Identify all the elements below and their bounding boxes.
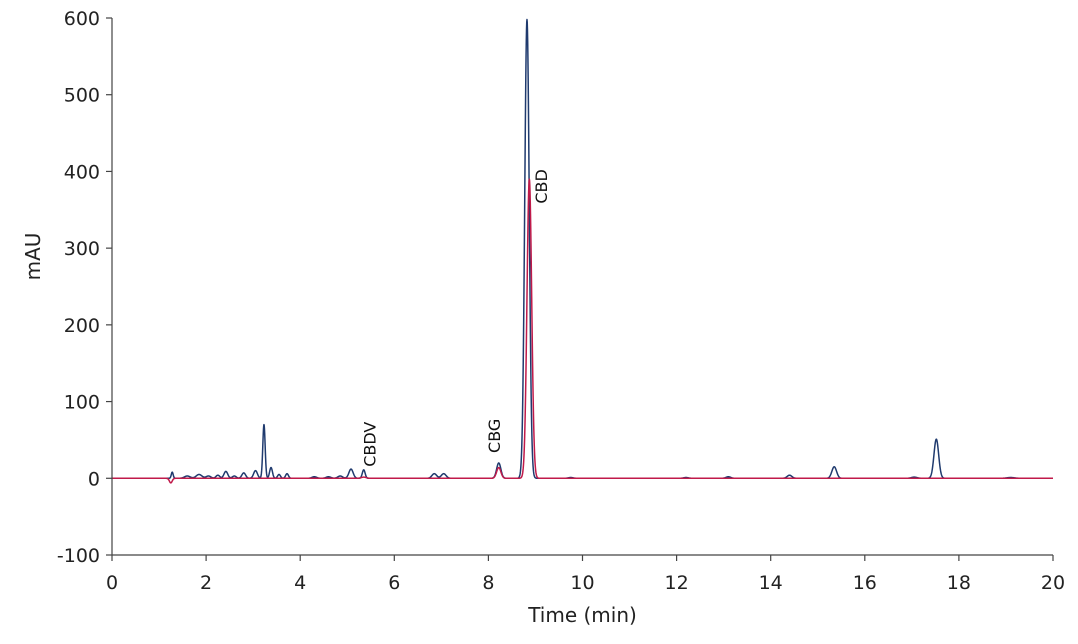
x-tick-label: 18	[947, 572, 971, 594]
y-tick-label: 500	[64, 85, 100, 107]
x-tick-label: 8	[482, 572, 494, 594]
x-tick-label: 12	[665, 572, 689, 594]
plot-lines	[111, 18, 1054, 484]
x-tick-label: 6	[388, 572, 400, 594]
x-tick-label: 10	[570, 572, 594, 594]
y-tick-label: -100	[57, 545, 100, 567]
peak-label-cbg: CBG	[485, 419, 504, 453]
y-tick-label: 300	[64, 238, 100, 260]
y-axis-ticks: -100 0 100 200 300 400 500 600	[57, 8, 112, 567]
x-tick-label: 2	[200, 572, 212, 594]
peak-label-cbdv: CBDV	[360, 422, 379, 467]
series-line-2	[111, 178, 1054, 484]
y-tick-label: 0	[88, 468, 100, 490]
x-axis-title: Time (min)	[527, 603, 637, 627]
x-tick-label: 20	[1041, 572, 1065, 594]
x-axis-ticks: 0 2 4 6 8 10 12 14 16 18 20	[106, 555, 1065, 594]
x-tick-label: 0	[106, 572, 118, 594]
peak-label-cbd: CBD	[532, 169, 551, 203]
x-tick-label: 16	[853, 572, 877, 594]
peak-annotations: CBDV CBG CBD	[360, 169, 551, 467]
x-tick-label: 14	[759, 572, 783, 594]
y-tick-label: 600	[64, 8, 100, 30]
y-axis-title: mAU	[21, 233, 45, 281]
y-tick-label: 100	[64, 392, 100, 414]
y-tick-label: 200	[64, 315, 100, 337]
y-tick-label: 400	[64, 161, 100, 183]
series-line-1	[111, 18, 1054, 480]
x-tick-label: 4	[294, 572, 306, 594]
